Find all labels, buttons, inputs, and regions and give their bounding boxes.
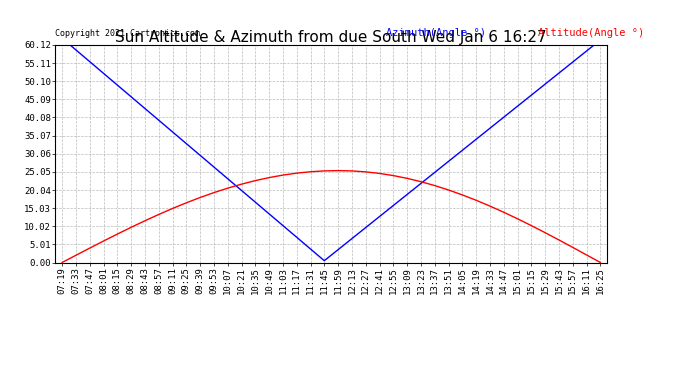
Text: Azimuth(Angle °): Azimuth(Angle °) (386, 28, 486, 38)
Text: Copyright 2021 Cartronics.com: Copyright 2021 Cartronics.com (55, 28, 200, 38)
Title: Sun Altitude & Azimuth from due South Wed Jan 6 16:27: Sun Altitude & Azimuth from due South We… (115, 30, 547, 45)
Text: Altitude(Angle °): Altitude(Angle °) (538, 28, 644, 38)
